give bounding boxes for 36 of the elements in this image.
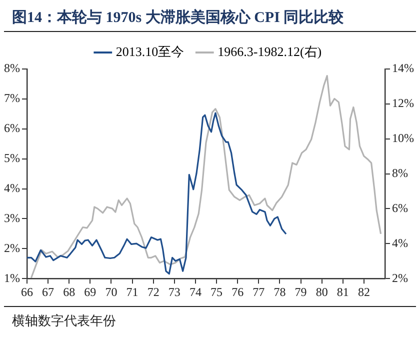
y2-tick-label: 2% bbox=[392, 270, 408, 285]
x-tick-label: 76 bbox=[232, 284, 244, 299]
x-tick-label: 79 bbox=[294, 284, 307, 299]
x-tick-label: 69 bbox=[84, 284, 96, 299]
x-tick-label: 71 bbox=[126, 284, 138, 299]
y2-tick-label: 4% bbox=[392, 236, 408, 250]
y2-tick-label: 8% bbox=[392, 166, 408, 180]
x-tick-label: 77 bbox=[252, 284, 265, 299]
x-tick-label: 67 bbox=[42, 284, 54, 299]
y-tick-label: 7% bbox=[4, 91, 20, 106]
y-tick-label: 8% bbox=[4, 61, 20, 76]
x-tick-label: 75 bbox=[210, 284, 223, 299]
y2-tick-label: 14% bbox=[392, 61, 414, 76]
y-tick-label: 2% bbox=[4, 240, 20, 255]
x-tick-label: 72 bbox=[147, 284, 160, 299]
x-tick-label: 66 bbox=[20, 284, 33, 299]
y-tick-label: 4% bbox=[4, 180, 20, 195]
y-tick-label: 5% bbox=[4, 150, 20, 165]
x-tick-label: 82 bbox=[358, 284, 370, 299]
x-tick-label: 70 bbox=[105, 284, 118, 299]
x-tick-label: 74 bbox=[189, 284, 202, 299]
x-tick-label: 81 bbox=[336, 284, 349, 299]
y2-tick-label: 10% bbox=[392, 131, 414, 146]
legend-label: 2013.10至今 bbox=[116, 44, 184, 59]
x-tick-label: 73 bbox=[168, 284, 180, 299]
x-tick-label: 80 bbox=[316, 284, 328, 299]
text: 横轴数字代表年份 bbox=[12, 313, 116, 328]
x-tick-label: 68 bbox=[63, 284, 76, 299]
legend-label: 1966.3-1982.12(右) bbox=[218, 44, 322, 59]
y-tick-label: 1% bbox=[4, 270, 20, 285]
y2-tick-label: 12% bbox=[392, 96, 414, 110]
x-tick-label: 78 bbox=[274, 284, 286, 299]
y2-tick-label: 6% bbox=[392, 200, 408, 215]
y-tick-label: 6% bbox=[4, 121, 20, 136]
chart-title: 图14：本轮与 1970s 大滞胀美国核心 CPI 同比比较 bbox=[4, 0, 416, 32]
y-tick-label: 3% bbox=[4, 210, 20, 225]
